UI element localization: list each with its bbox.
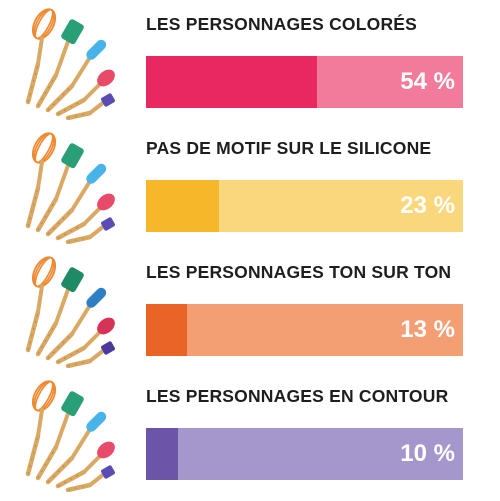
utensil-set-plain-icon — [14, 126, 122, 245]
bar — [146, 56, 317, 108]
category-label: LES PERSONNAGES EN CONTOUR — [146, 386, 449, 406]
bar-track: 54 % — [146, 56, 463, 108]
data-label: 13 % — [400, 316, 455, 343]
bar — [146, 180, 219, 232]
bar-track: 10 % — [146, 428, 463, 480]
bar-track: 23 % — [146, 180, 463, 232]
chart-row: LES PERSONNAGES TON SUR TON 13 % — [0, 248, 500, 373]
chart-row: LES PERSONNAGES EN CONTOUR 10 % — [0, 372, 500, 497]
chart-row: LES PERSONNAGES COLORÉS 54 % — [0, 0, 500, 125]
bar-track: 13 % — [146, 304, 463, 356]
category-label: LES PERSONNAGES TON SUR TON — [146, 262, 452, 282]
utensil-set-tone-on-tone-icon — [14, 250, 122, 369]
bar — [146, 304, 187, 356]
data-label: 10 % — [400, 440, 455, 467]
chart-row: PAS DE MOTIF SUR LE SILICONE 23 % — [0, 124, 500, 249]
bar — [146, 428, 178, 480]
category-label: LES PERSONNAGES COLORÉS — [146, 14, 418, 34]
data-label: 54 % — [400, 68, 455, 95]
category-label: PAS DE MOTIF SUR LE SILICONE — [146, 138, 432, 158]
utensil-set-characters-icon — [14, 2, 122, 121]
utensil-set-outline-icon — [14, 374, 122, 493]
data-label: 23 % — [400, 192, 455, 219]
